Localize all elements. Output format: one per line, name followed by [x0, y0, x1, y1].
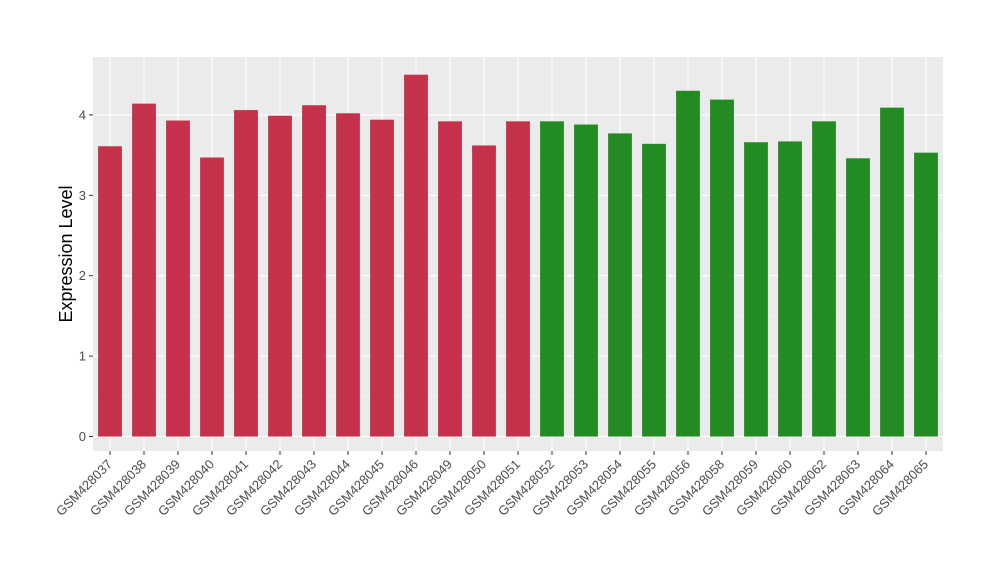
bar-GSM428054 — [608, 133, 632, 437]
bar-GSM428058 — [710, 99, 734, 437]
bar-GSM428065 — [914, 152, 938, 437]
y-tick-label: 2 — [79, 268, 86, 283]
y-axis-ticks: 0 1 2 3 4 — [79, 107, 93, 444]
bar-GSM428053 — [574, 124, 598, 437]
y-axis-title: Expression Level — [56, 185, 76, 322]
bar-GSM428049 — [438, 121, 462, 437]
bar-GSM428060 — [778, 141, 802, 437]
bar-GSM428056 — [676, 90, 700, 437]
bar-GSM428051 — [506, 121, 530, 437]
bar-GSM428040 — [200, 157, 224, 437]
bar-GSM428055 — [642, 143, 666, 437]
bar-GSM428039 — [166, 120, 190, 437]
y-tick-label: 4 — [79, 107, 86, 122]
bar-GSM428045 — [370, 119, 394, 437]
bar-GSM428042 — [268, 115, 292, 437]
bar-GSM428043 — [302, 105, 326, 437]
bar-GSM428064 — [880, 107, 904, 437]
bar-GSM428044 — [336, 113, 360, 437]
bar-GSM428059 — [744, 142, 768, 437]
bars — [98, 74, 938, 437]
bar-GSM428041 — [234, 110, 258, 437]
bar-GSM428037 — [98, 146, 122, 437]
y-tick-label: 3 — [79, 188, 86, 203]
y-tick-label: 0 — [79, 429, 86, 444]
bar-GSM428050 — [472, 145, 496, 437]
bar-GSM428052 — [540, 121, 564, 437]
bar-GSM428038 — [132, 103, 156, 437]
bar-GSM428062 — [812, 121, 836, 437]
y-tick-label: 1 — [79, 349, 86, 364]
bar-GSM428063 — [846, 158, 870, 437]
x-axis-ticks: GSM428037GSM428038GSM428039GSM428040GSM4… — [53, 451, 931, 519]
bar-GSM428046 — [404, 74, 428, 437]
